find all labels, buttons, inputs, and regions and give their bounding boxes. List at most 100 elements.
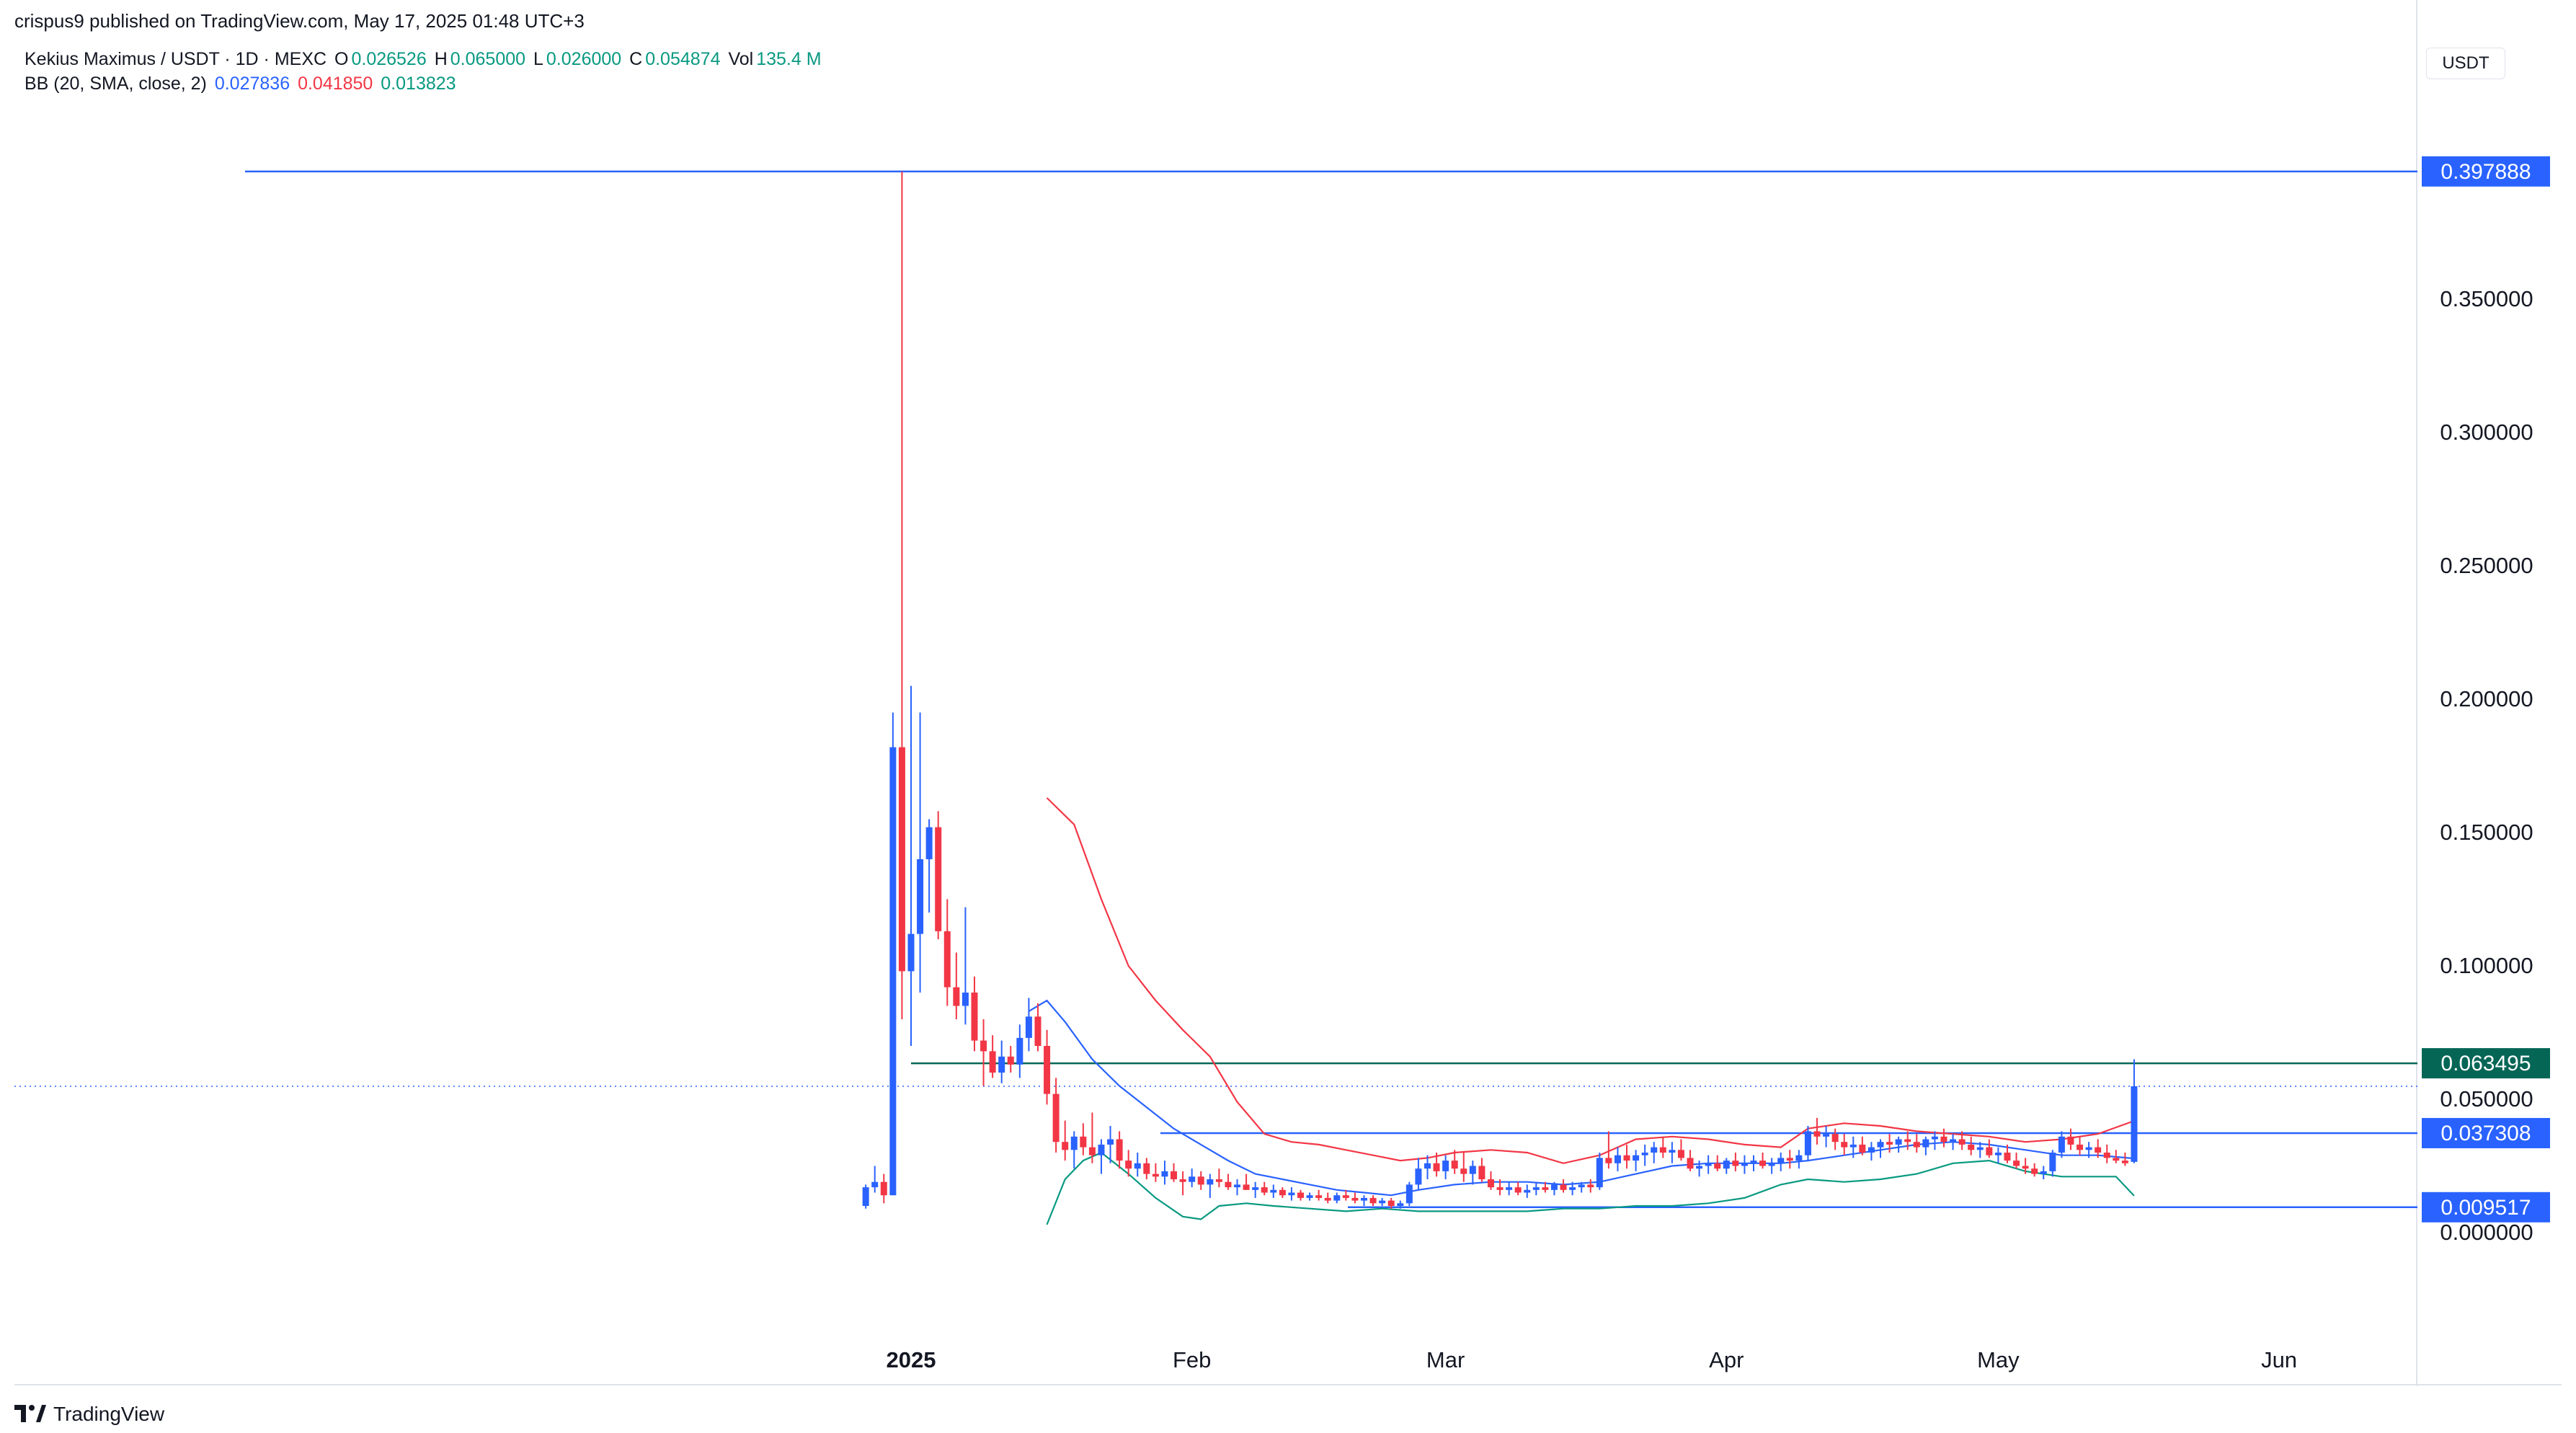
candle[interactable] [1958, 1131, 1966, 1150]
candle[interactable] [1288, 1187, 1295, 1201]
candle[interactable] [1669, 1142, 1676, 1163]
candle[interactable] [1986, 1139, 1993, 1158]
candle[interactable] [1849, 1136, 1857, 1158]
candle[interactable] [1098, 1139, 1105, 1174]
candle[interactable] [1143, 1158, 1150, 1179]
candle[interactable] [1532, 1181, 1540, 1196]
candle[interactable] [1442, 1155, 1449, 1179]
candle[interactable] [1823, 1126, 1830, 1148]
candle[interactable] [980, 1019, 987, 1086]
candle[interactable] [1569, 1181, 1576, 1196]
candle[interactable] [1134, 1153, 1141, 1177]
candle[interactable] [1007, 1046, 1014, 1073]
candle[interactable] [2040, 1166, 2047, 1180]
candle[interactable] [1034, 1003, 1041, 1052]
candle[interactable] [1950, 1134, 1957, 1150]
candle[interactable] [1705, 1155, 1712, 1174]
candle[interactable] [2067, 1128, 2074, 1150]
candle[interactable] [1369, 1195, 1377, 1206]
candle[interactable] [1550, 1181, 1558, 1196]
candle[interactable] [1596, 1153, 1603, 1190]
candle[interactable] [1968, 1136, 1975, 1155]
candle[interactable] [1677, 1139, 1684, 1161]
candle[interactable] [1351, 1192, 1359, 1204]
candle[interactable] [1623, 1144, 1630, 1169]
candle[interactable] [1424, 1155, 1431, 1179]
chart-pane[interactable] [14, 0, 2417, 1386]
candle[interactable] [1261, 1181, 1268, 1196]
currency-button[interactable]: USDT [2426, 48, 2505, 79]
candle[interactable] [1152, 1163, 1159, 1182]
candle[interactable] [1387, 1197, 1395, 1209]
candle[interactable] [1841, 1134, 1848, 1155]
candle[interactable] [1379, 1197, 1386, 1206]
candle[interactable] [1088, 1112, 1096, 1163]
candle[interactable] [1478, 1158, 1485, 1182]
candle[interactable] [1687, 1150, 1694, 1171]
candle[interactable] [1859, 1136, 1866, 1155]
candle[interactable] [943, 899, 951, 1006]
candle[interactable] [2004, 1144, 2011, 1163]
candle[interactable] [2049, 1150, 2056, 1177]
candle[interactable] [1542, 1181, 1549, 1193]
candle[interactable] [1171, 1163, 1178, 1182]
candle[interactable] [1605, 1131, 1612, 1169]
candle[interactable] [880, 1174, 887, 1204]
candle[interactable] [1315, 1189, 1323, 1201]
candle[interactable] [2131, 1059, 2138, 1163]
candle[interactable] [1641, 1144, 1648, 1166]
candle[interactable] [1297, 1189, 1305, 1201]
candle[interactable] [1397, 1200, 1404, 1209]
candle[interactable] [2077, 1136, 2084, 1155]
candle[interactable] [2085, 1142, 2092, 1158]
candle[interactable] [2031, 1163, 2038, 1177]
candle[interactable] [898, 171, 905, 1019]
candle[interactable] [1197, 1171, 1204, 1190]
candle[interactable] [1976, 1142, 1984, 1158]
candle[interactable] [1161, 1161, 1168, 1185]
candle[interactable] [1922, 1136, 1929, 1155]
candle[interactable] [1633, 1150, 1640, 1171]
candle[interactable] [1460, 1153, 1467, 1182]
symbol-name[interactable]: Kekius Maximus / USDT · 1D · MEXC [25, 49, 327, 69]
candle[interactable] [1070, 1131, 1078, 1169]
candle[interactable] [1225, 1174, 1232, 1190]
candle[interactable] [1116, 1131, 1123, 1169]
candle[interactable] [1107, 1126, 1114, 1163]
candle[interactable] [1931, 1131, 1938, 1150]
candle[interactable] [1560, 1179, 1567, 1193]
candle[interactable] [1804, 1126, 1811, 1161]
candle[interactable] [2103, 1144, 2110, 1163]
candle[interactable] [1469, 1161, 1476, 1185]
candle[interactable] [1895, 1136, 1902, 1153]
candle[interactable] [1777, 1153, 1785, 1171]
candle[interactable] [971, 976, 978, 1052]
candle[interactable] [1062, 1120, 1069, 1161]
candle[interactable] [1016, 1024, 1023, 1078]
candle[interactable] [1179, 1171, 1186, 1196]
candle[interactable] [917, 712, 924, 993]
candle[interactable] [2095, 1139, 2102, 1158]
candle[interactable] [2022, 1158, 2029, 1174]
candle[interactable] [1487, 1171, 1494, 1190]
candle[interactable] [998, 1040, 1005, 1083]
candle[interactable] [1207, 1174, 1214, 1198]
candle[interactable] [989, 1035, 996, 1078]
candle[interactable] [1759, 1153, 1767, 1169]
candle[interactable] [1279, 1187, 1286, 1198]
candle[interactable] [1080, 1123, 1087, 1155]
candle[interactable] [1732, 1153, 1739, 1171]
candle[interactable] [1125, 1150, 1132, 1177]
candle[interactable] [1741, 1155, 1748, 1174]
candle[interactable] [1877, 1139, 1884, 1158]
candle[interactable] [1696, 1161, 1703, 1177]
candle[interactable] [889, 712, 897, 1196]
candle[interactable] [1252, 1181, 1259, 1198]
candle[interactable] [1587, 1179, 1594, 1193]
candle[interactable] [1496, 1179, 1504, 1196]
candle[interactable] [1514, 1181, 1522, 1196]
candle[interactable] [1044, 1029, 1051, 1105]
candle[interactable] [2113, 1150, 2120, 1163]
candle[interactable] [953, 952, 960, 1020]
candle[interactable] [1052, 1078, 1060, 1153]
